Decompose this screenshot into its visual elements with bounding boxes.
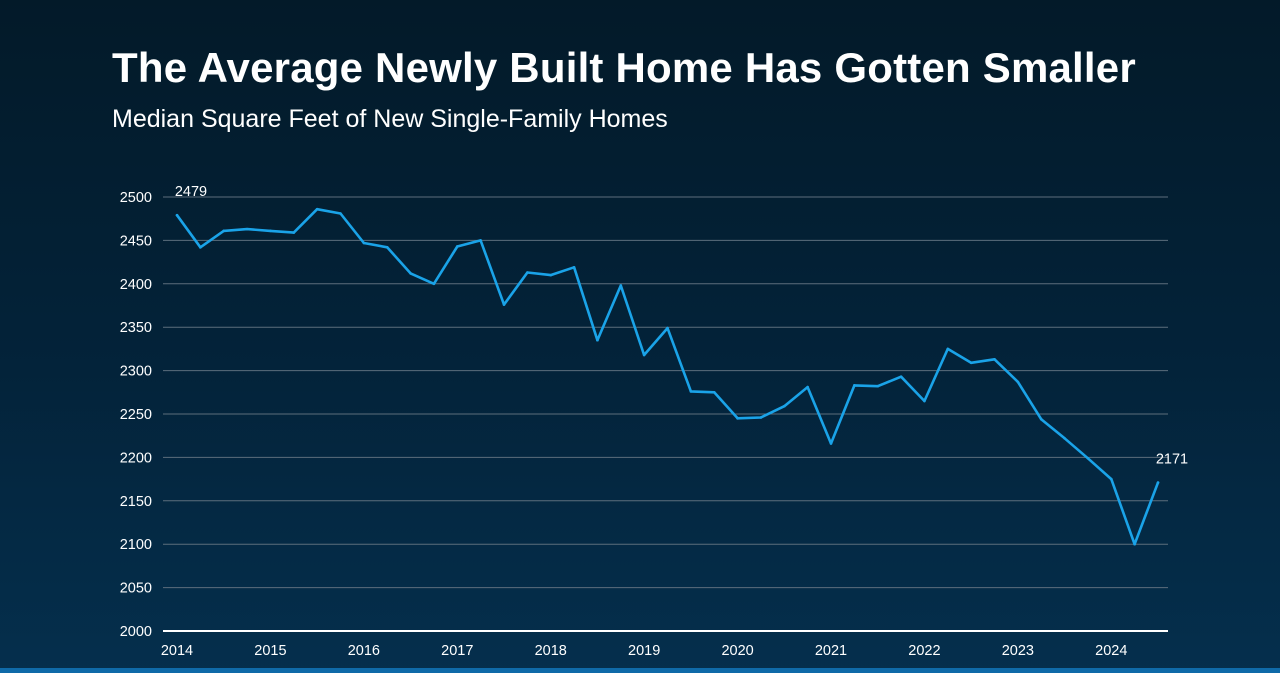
data-point <box>1016 380 1020 384</box>
data-point <box>409 272 412 275</box>
x-tick-label: 2016 <box>348 643 380 659</box>
series-line <box>175 207 1160 546</box>
data-point <box>969 361 973 365</box>
x-tick-label: 2020 <box>721 643 753 659</box>
data-point <box>876 384 880 388</box>
data-point <box>269 229 272 233</box>
x-tick-label: 2014 <box>161 643 193 659</box>
y-tick-label: 2150 <box>120 494 152 510</box>
x-tick-label: 2024 <box>1095 643 1127 659</box>
x-tick-label: 2018 <box>535 643 567 659</box>
y-axis-ticks: 2000 2050 2100 2150 2200 2250 2300 2350 2400 2450… <box>120 190 152 640</box>
chart-title: The Average Newly Built Home Has Gotten … <box>112 44 1136 91</box>
x-tick-label: 2017 <box>441 643 473 659</box>
data-point <box>712 391 716 394</box>
x-tick-label: 2023 <box>1002 643 1034 659</box>
data-point <box>362 241 366 245</box>
data-point <box>479 239 482 242</box>
y-tick-label: 2200 <box>120 450 152 466</box>
data-point <box>759 416 763 419</box>
y-tick-label: 2400 <box>120 277 152 293</box>
data-point <box>642 353 646 357</box>
x-axis-ticks: 2014 2015 2016 2017 2018 2019 2020 2021 2022 2023… <box>161 643 1128 659</box>
y-tick-label: 2050 <box>120 581 152 597</box>
data-point <box>666 326 669 330</box>
data-point <box>596 338 599 342</box>
data-point <box>993 358 996 361</box>
data-point <box>245 227 249 231</box>
x-tick-label: 2015 <box>254 643 286 659</box>
data-point <box>339 212 342 215</box>
data-point <box>1109 477 1113 481</box>
data-label: 2479 <box>175 184 207 200</box>
x-tick-label: 2021 <box>815 643 847 659</box>
series-line-group <box>175 207 1160 546</box>
data-point <box>946 347 950 351</box>
data-point <box>1063 437 1066 440</box>
data-point <box>222 229 226 233</box>
data-point <box>502 303 506 306</box>
data-point <box>806 385 809 389</box>
y-tick-label: 2250 <box>120 407 152 423</box>
data-point <box>736 417 739 420</box>
x-tick-label: 2022 <box>908 643 940 659</box>
chart-subtitle: Median Square Feet of New Single-Family … <box>112 105 668 133</box>
data-point <box>899 375 903 378</box>
data-point <box>315 207 319 211</box>
data-point <box>619 284 623 287</box>
data-point <box>853 384 856 387</box>
y-tick-label: 2500 <box>120 190 152 206</box>
data-point <box>923 399 926 403</box>
data-label: 2171 <box>1156 452 1188 468</box>
data-point <box>455 245 459 248</box>
data-point <box>829 442 833 445</box>
data-point <box>1156 481 1160 484</box>
data-point <box>199 246 202 249</box>
y-tick-label: 2300 <box>120 364 152 380</box>
data-point <box>432 282 436 286</box>
data-point <box>572 266 576 269</box>
data-point <box>385 246 389 249</box>
y-tick-label: 2000 <box>120 624 152 640</box>
y-tick-label: 2450 <box>120 233 152 249</box>
y-tick-label: 2100 <box>120 537 152 553</box>
data-point <box>1133 542 1136 546</box>
data-point <box>175 213 179 217</box>
x-tick-label: 2019 <box>628 643 660 659</box>
bottom-accent-bar <box>0 668 1280 673</box>
data-point <box>782 404 786 408</box>
data-point <box>1039 417 1043 421</box>
data-labels: 2479 2171 <box>175 184 1188 467</box>
data-point <box>526 271 529 274</box>
data-point <box>549 273 553 277</box>
data-point <box>689 390 693 393</box>
y-tick-label: 2350 <box>120 320 152 336</box>
data-point <box>1086 456 1090 460</box>
gridlines <box>163 196 1168 589</box>
data-point <box>292 231 296 234</box>
